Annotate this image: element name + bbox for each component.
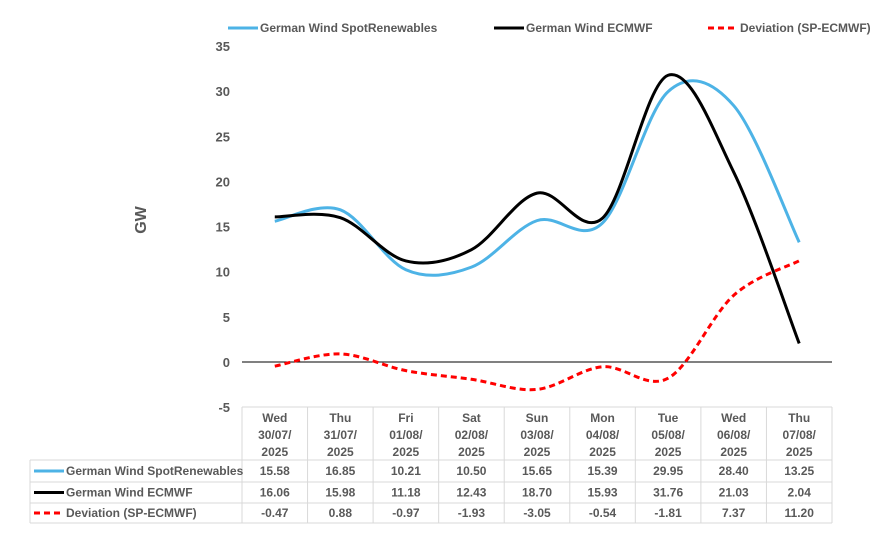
legend: German Wind SpotRenewables German Wind EC… <box>228 21 871 35</box>
y-tick-label: 20 <box>216 174 230 189</box>
y-tick-label: 30 <box>216 84 230 99</box>
y-tick-label: -5 <box>218 400 230 415</box>
x-tick-label: 2025 <box>458 445 485 459</box>
data-table: Wed 30/07/2025 Thu 31/07/2025 Fri 01/08/2025 S… <box>29 406 833 524</box>
data-label: 11.20 <box>785 506 815 520</box>
data-label: 13.25 <box>784 464 814 478</box>
series-line <box>274 259 800 392</box>
x-tick-label: 2025 <box>655 445 682 459</box>
data-label: 15.93 <box>588 486 618 500</box>
data-label: 15.65 <box>522 464 552 478</box>
data-label: -0.47 <box>261 506 289 520</box>
x-tick-label: 03/08/ <box>520 428 554 442</box>
data-label: 10.50 <box>456 464 486 478</box>
data-label: 15.39 <box>588 464 618 478</box>
x-tick-label: Tue <box>658 411 679 425</box>
y-axis: -5 0 5 10 15 20 25 30 35 <box>216 39 230 415</box>
data-label: 11.18 <box>391 486 421 500</box>
data-label: 7.37 <box>722 506 746 520</box>
x-tick-label: Wed <box>262 411 287 425</box>
x-tick-label: 02/08/ <box>455 428 489 442</box>
x-tick-label: 04/08/ <box>586 428 620 442</box>
table-row-label: German Wind SpotRenewables <box>66 464 244 478</box>
x-tick-label: Thu <box>788 411 810 425</box>
data-label: 15.98 <box>325 486 355 500</box>
x-tick-label: 2025 <box>524 445 551 459</box>
data-label: 28.40 <box>719 464 749 478</box>
table-row-label: Deviation (SP-ECMWF) <box>66 506 197 520</box>
x-tick-label: 2025 <box>327 445 354 459</box>
data-label: 16.06 <box>260 486 290 500</box>
series-line <box>274 73 801 344</box>
x-tick-label: Wed <box>721 411 746 425</box>
data-label: 16.85 <box>325 464 355 478</box>
y-tick-label: 5 <box>223 310 230 325</box>
x-tick-label: 2025 <box>720 445 747 459</box>
legend-label: German Wind SpotRenewables <box>260 21 438 35</box>
plot-area <box>274 73 801 392</box>
table-row-label: German Wind ECMWF <box>66 486 193 500</box>
data-label: 10.21 <box>391 464 421 478</box>
x-tick-label: Sat <box>462 411 481 425</box>
x-tick-label: Thu <box>329 411 351 425</box>
legend-label: German Wind ECMWF <box>526 21 653 35</box>
data-label: 12.43 <box>456 486 486 500</box>
x-tick-label: Fri <box>398 411 413 425</box>
data-label: 21.03 <box>719 486 749 500</box>
x-tick-label: 2025 <box>393 445 420 459</box>
data-label: 0.88 <box>329 506 353 520</box>
x-tick-label: 01/08/ <box>389 428 423 442</box>
data-label: -1.81 <box>654 506 682 520</box>
data-label: -0.54 <box>589 506 617 520</box>
x-tick-label: 2025 <box>589 445 616 459</box>
x-tick-label: 31/07/ <box>324 428 358 442</box>
y-tick-label: 35 <box>216 39 230 54</box>
x-tick-label: 2025 <box>786 445 813 459</box>
data-label: 18.70 <box>522 486 552 500</box>
x-tick-label: 06/08/ <box>717 428 751 442</box>
y-tick-label: 15 <box>216 220 230 235</box>
data-label: -1.93 <box>458 506 486 520</box>
data-label: 15.58 <box>260 464 290 478</box>
data-label: 29.95 <box>653 464 683 478</box>
data-label: 2.04 <box>788 486 812 500</box>
x-tick-label: 07/08/ <box>783 428 817 442</box>
x-tick-label: Sun <box>526 411 549 425</box>
y-axis-label: GW <box>133 205 150 233</box>
series-line <box>274 79 801 277</box>
x-tick-label: Mon <box>590 411 615 425</box>
data-label: 31.76 <box>653 486 683 500</box>
data-label: -3.05 <box>523 506 551 520</box>
x-tick-label: 2025 <box>261 445 288 459</box>
x-tick-label: 05/08/ <box>651 428 685 442</box>
x-tick-label: 30/07/ <box>258 428 292 442</box>
legend-item: German Wind SpotRenewables <box>228 21 438 35</box>
y-tick-label: 10 <box>216 265 230 280</box>
legend-item: Deviation (SP-ECMWF) <box>708 21 871 35</box>
legend-item: German Wind ECMWF <box>494 21 653 35</box>
y-tick-label: 25 <box>216 129 230 144</box>
legend-label: Deviation (SP-ECMWF) <box>740 21 871 35</box>
data-label: -0.97 <box>392 506 420 520</box>
y-tick-label: 0 <box>223 355 230 370</box>
